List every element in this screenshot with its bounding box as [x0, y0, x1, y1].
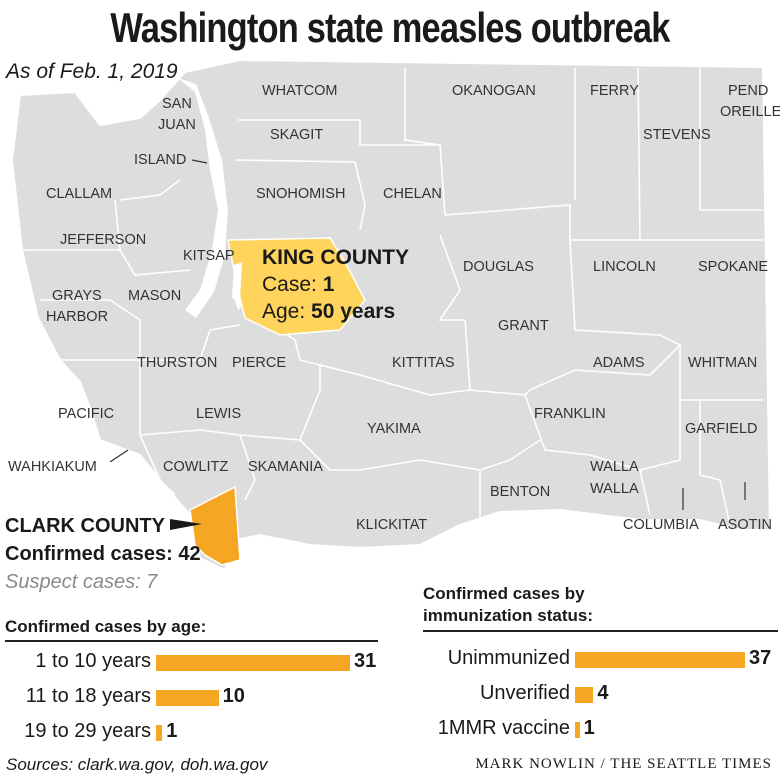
clark-county-callout: CLARK COUNTY Confirmed cases: 42 Suspect…: [5, 512, 201, 596]
county-snohomish: SNOHOMISH: [256, 186, 345, 202]
county-skagit: SKAGIT: [270, 127, 323, 143]
credit: MARK NOWLIN / THE SEATTLE TIMES: [475, 756, 772, 772]
imm_chart-value-label: 1: [583, 717, 595, 739]
age_chart-category-label: 11 to 18 years: [25, 685, 151, 707]
county-spokane: SPOKANE: [698, 259, 768, 275]
county-okanogan: OKANOGAN: [452, 83, 536, 99]
king-county-shape: [227, 237, 366, 336]
imm_chart-bar: [575, 687, 594, 703]
county-benton: BENTON: [490, 484, 550, 500]
county-pacific: PACIFIC: [58, 406, 114, 422]
county-lincoln: LINCOLN: [593, 259, 656, 275]
county-jefferson: JEFFERSON: [60, 232, 146, 248]
county-kitsap: KITSAP: [183, 248, 235, 264]
date-label: As of Feb. 1, 2019: [6, 60, 178, 83]
king-case-value: 1: [322, 273, 335, 296]
age_chart-value-label: 31: [354, 650, 377, 672]
clark-county-name: CLARK COUNTY: [5, 515, 165, 537]
county-asotin: ASOTIN: [718, 517, 772, 533]
chart-title: Washington state measles outbreak: [110, 4, 670, 51]
county-franklin: FRANKLIN: [534, 406, 606, 422]
clark-confirmed-value: 42: [178, 543, 201, 565]
sources: Sources: clark.wa.gov, doh.wa.gov: [6, 755, 268, 774]
county-adams: ADAMS: [593, 355, 645, 371]
county-whitman: WHITMAN: [688, 355, 757, 371]
king-county-name: KING COUNTY: [262, 246, 409, 269]
age_chart-row: 11 to 18 years 10: [0, 685, 780, 711]
county-columbia: COLUMBIA: [623, 517, 699, 533]
imm-chart-rule: [423, 630, 778, 632]
county-grays: GRAYS: [52, 288, 102, 304]
age_chart-category-label: 1 to 10 years: [35, 650, 151, 672]
county-harbor: HARBOR: [46, 309, 108, 325]
county-lewis: LEWIS: [196, 406, 241, 422]
imm_chart-value-label: 4: [597, 682, 609, 704]
county-klickitat: KLICKITAT: [356, 517, 427, 533]
county-cowlitz: COWLITZ: [163, 459, 228, 475]
age_chart-value-label: 10: [222, 685, 245, 707]
imm_chart-row: Unverified 4: [0, 682, 780, 708]
imm_chart-category-label: Unimmunized: [447, 647, 570, 669]
county-grant: GRANT: [498, 318, 549, 334]
king-county-callout: KING COUNTY Case: 1 Age: 50 years: [262, 244, 409, 325]
clark-arrow: [170, 519, 202, 530]
clark-confirmed-label: Confirmed cases:: [5, 543, 173, 565]
clark-county-shape: [189, 485, 241, 566]
county-oreille: OREILLE: [720, 104, 780, 120]
king-age-value: 50 years: [311, 300, 396, 323]
county-san: SAN: [162, 96, 192, 112]
county-juan: JUAN: [158, 117, 196, 133]
county-walla-2: WALLA: [590, 481, 639, 497]
clark-suspect: Suspect cases: 7: [5, 571, 158, 593]
imm_chart-value-label: 37: [749, 647, 772, 669]
county-clallam: CLALLAM: [46, 186, 112, 202]
county-skamania: SKAMANIA: [248, 459, 323, 475]
county-ferry: FERRY: [590, 83, 639, 99]
king-age-label: Age:: [262, 300, 306, 323]
county-walla-1: WALLA: [590, 459, 639, 475]
county-island: ISLAND: [134, 152, 186, 168]
age_chart-bar: [156, 655, 350, 671]
county-kittitas: KITTITAS: [392, 355, 455, 371]
county-wahkiakum: WAHKIAKUM: [8, 459, 97, 475]
county-yakima: YAKIMA: [367, 421, 421, 437]
imm-chart-heading-2: immunization status:: [423, 606, 594, 625]
imm_chart-row: 1MMR vaccine 1: [0, 717, 780, 743]
county-pierce: PIERCE: [232, 355, 286, 371]
imm_chart-bar: [575, 652, 745, 668]
age-chart-heading: Confirmed cases by age:: [5, 617, 207, 636]
county-pend: PEND: [728, 83, 768, 99]
imm_chart-bar: [575, 722, 580, 738]
age-chart-rule: [5, 640, 378, 642]
state-shape: [10, 58, 772, 572]
county-stevens: STEVENS: [643, 127, 711, 143]
county-douglas: DOUGLAS: [463, 259, 534, 275]
puget-sound: [178, 78, 228, 318]
age_chart-value-label: 1: [166, 720, 178, 742]
imm_chart-row: Unimmunized 37: [0, 647, 780, 673]
county-garfield: GARFIELD: [685, 421, 758, 437]
imm_chart-category-label: 1MMR vaccine: [437, 717, 570, 739]
county-mason: MASON: [128, 288, 181, 304]
age_chart-bar: [156, 725, 163, 741]
county-chelan: CHELAN: [383, 186, 442, 202]
county-thurston: THURSTON: [137, 355, 217, 371]
county-whatcom: WHATCOM: [262, 83, 337, 99]
age_chart-row: 1 to 10 years 31: [0, 650, 780, 676]
age_chart-row: 19 to 29 years 1: [0, 720, 780, 746]
king-case-label: Case:: [262, 273, 317, 296]
imm-chart-heading-1: Confirmed cases by: [423, 584, 585, 603]
age_chart-category-label: 19 to 29 years: [24, 720, 151, 742]
age_chart-bar: [156, 690, 219, 706]
imm_chart-category-label: Unverified: [479, 682, 570, 704]
